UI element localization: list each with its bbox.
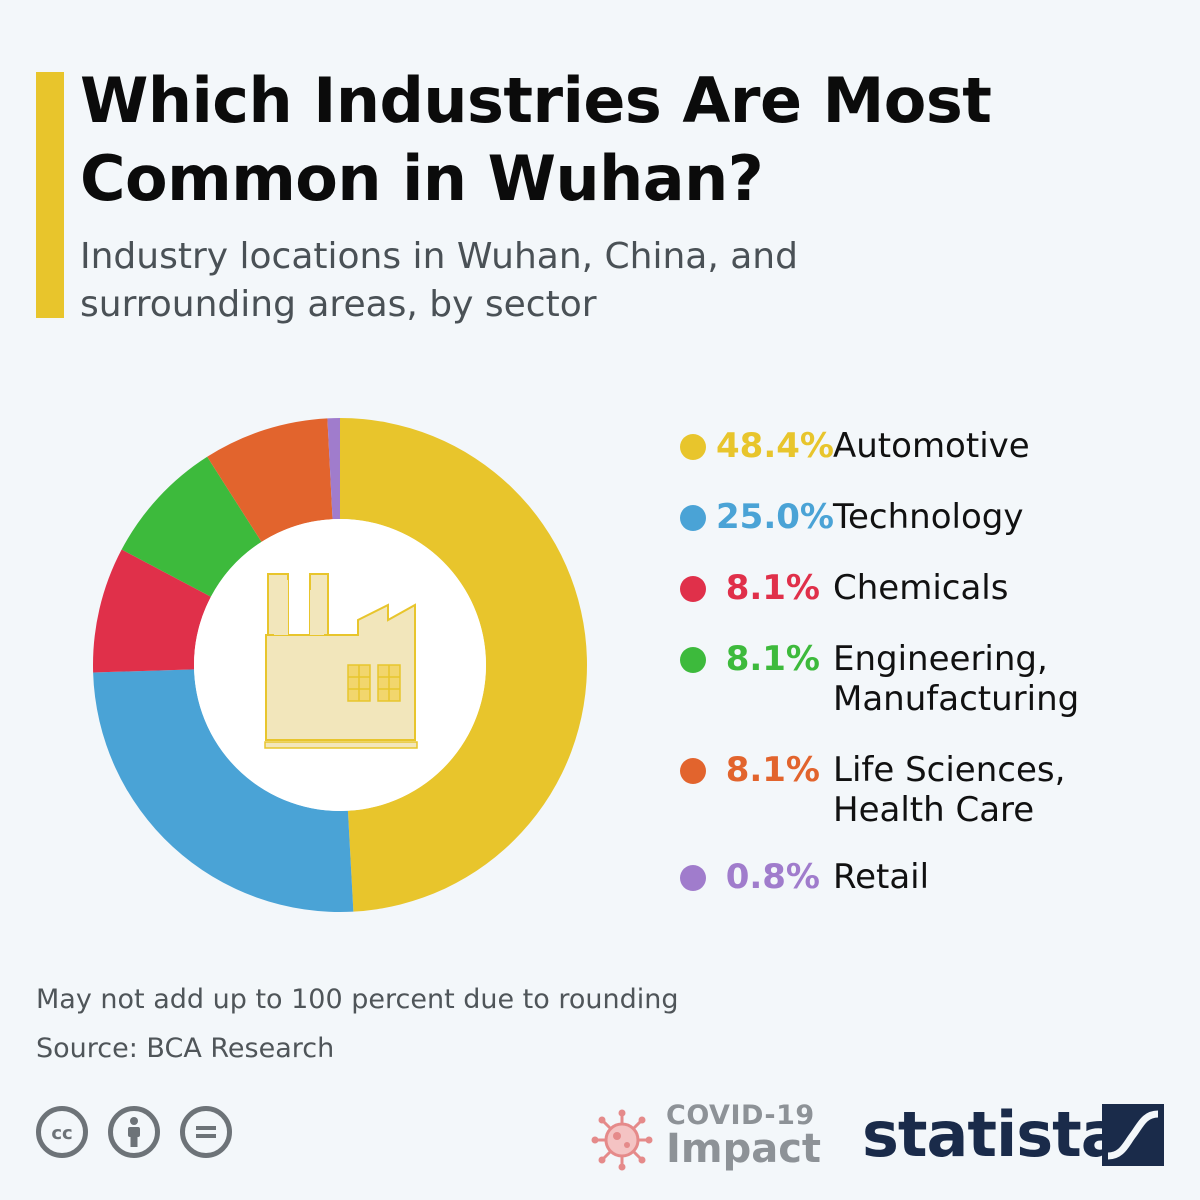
donut-slice-retail (327, 418, 340, 520)
legend-dot (680, 647, 706, 673)
legend-label-line: Engineering, (833, 639, 1048, 679)
page-title: Which Industries Are Most Common in Wuha… (80, 64, 992, 215)
covid-label: COVID-19 (666, 1100, 815, 1131)
legend-label: Automotive (833, 426, 1173, 466)
no-derivatives-icon[interactable] (180, 1106, 232, 1158)
statista-logo-icon (1102, 1104, 1164, 1166)
svg-text:cc: cc (51, 1123, 72, 1144)
donut-slice-technology (93, 669, 354, 912)
legend-item: 8.1% Chemicals (676, 562, 1176, 652)
legend-label: Life Sciences, Health Care (833, 750, 1173, 830)
donut-slice-engineering-manufacturing (121, 456, 262, 597)
legend-item: 0.8% Retail (676, 851, 1176, 941)
legend-label-line: Life Sciences, (833, 750, 1066, 790)
brand-name: statista (862, 1098, 1123, 1171)
legend-label-line: Automotive (833, 426, 1030, 466)
legend-value: 25.0% (716, 497, 834, 537)
creative-commons-icon[interactable]: cc (36, 1106, 88, 1158)
legend-label: Technology (833, 497, 1173, 537)
legend-label-line: Health Care (833, 790, 1035, 830)
legend-item: 25.0% Technology (676, 491, 1176, 581)
virus-icon (591, 1109, 653, 1171)
license-icons: cc (36, 1106, 246, 1166)
footnote: May not add up to 100 percent due to rou… (36, 984, 679, 1015)
legend-item: 8.1% Life Sciences, Health Care (676, 744, 1176, 834)
legend-value: 8.1% (725, 568, 820, 608)
legend-label-line: Chemicals (833, 568, 1009, 608)
legend-label-line: Manufacturing (833, 679, 1080, 719)
legend-dot (680, 758, 706, 784)
accent-bar (36, 72, 64, 318)
donut-slice-life-sciences-health-care (207, 418, 333, 542)
legend-label: Chemicals (833, 568, 1173, 608)
legend-label: Retail (833, 857, 1173, 897)
source-note: Source: BCA Research (36, 1033, 335, 1064)
legend-label-line: Technology (833, 497, 1024, 537)
donut-slice-automotive (340, 418, 587, 912)
legend-value: 8.1% (725, 639, 820, 679)
legend-dot (680, 434, 706, 460)
covid-impact-logo: COVID-19 Impact (590, 1100, 822, 1172)
legend-item: 8.1% Engineering, Manufacturing (676, 633, 1176, 723)
statista-logo[interactable]: statista (862, 1098, 1172, 1171)
legend-dot (680, 576, 706, 602)
impact-label: Impact (666, 1126, 822, 1172)
page-subtitle: Industry locations in Wuhan, China, and … (80, 236, 798, 325)
donut-slice-chemicals (93, 549, 211, 673)
donut-chart (93, 418, 587, 912)
legend-value: 0.8% (725, 857, 820, 897)
legend-value: 48.4% (716, 426, 834, 466)
legend-dot (680, 865, 706, 891)
legend-label-line: Retail (833, 857, 930, 897)
legend-item: 48.4% Automotive (676, 420, 1176, 510)
legend-value: 8.1% (725, 750, 820, 790)
legend-dot (680, 505, 706, 531)
attribution-icon[interactable] (108, 1106, 160, 1158)
factory-icon (264, 573, 418, 749)
legend-label: Engineering, Manufacturing (833, 639, 1173, 719)
